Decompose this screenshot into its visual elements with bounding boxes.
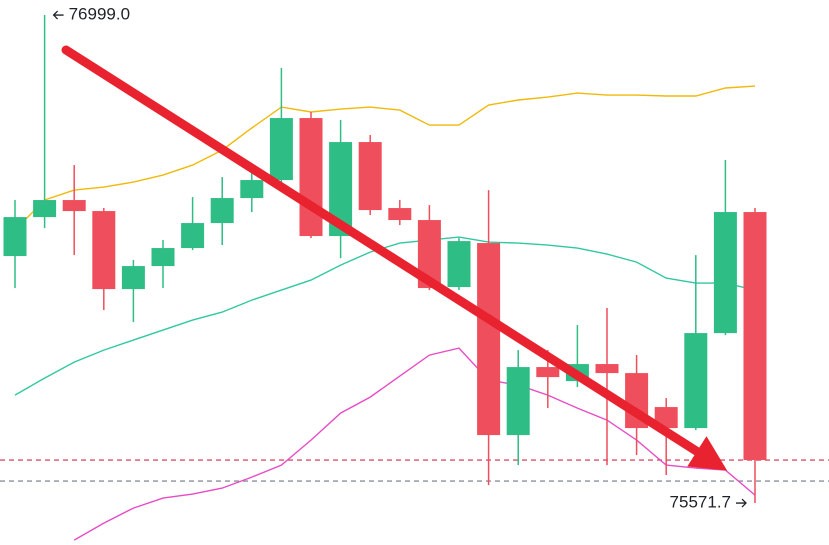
annotation-arrow bbox=[52, 10, 64, 20]
candle-body bbox=[121, 266, 145, 290]
plot-area bbox=[0, 15, 829, 541]
moving-average-line bbox=[14, 85, 756, 231]
candle-body bbox=[33, 200, 57, 218]
candle-body bbox=[151, 248, 175, 267]
candle-body bbox=[210, 198, 234, 224]
annotation-arrow bbox=[736, 498, 747, 508]
candle-body bbox=[3, 217, 27, 257]
annotation-label: 75571.7 bbox=[670, 493, 731, 512]
candle-body bbox=[388, 208, 412, 221]
candle-body bbox=[477, 243, 501, 436]
candle-body bbox=[595, 364, 619, 374]
candle-body bbox=[62, 200, 86, 212]
candle-body bbox=[299, 118, 323, 237]
candle-body bbox=[743, 212, 767, 461]
candle-body bbox=[417, 220, 441, 289]
candle-body bbox=[684, 333, 708, 429]
candle-body bbox=[713, 212, 737, 334]
candle-body bbox=[447, 241, 471, 288]
moving-average-line bbox=[73, 347, 756, 541]
candle-body bbox=[92, 211, 116, 290]
annotation-label: 76999.0 bbox=[69, 5, 130, 24]
candle-body bbox=[536, 367, 560, 378]
trend-arrow bbox=[61, 45, 728, 471]
candle-body bbox=[181, 223, 205, 249]
candle-body bbox=[240, 180, 264, 199]
candle-body bbox=[654, 407, 678, 429]
candle-body bbox=[329, 142, 353, 237]
moving-average-line bbox=[14, 236, 756, 396]
candle-body bbox=[358, 142, 382, 211]
candle-body bbox=[506, 367, 530, 436]
candle-body bbox=[269, 118, 293, 181]
